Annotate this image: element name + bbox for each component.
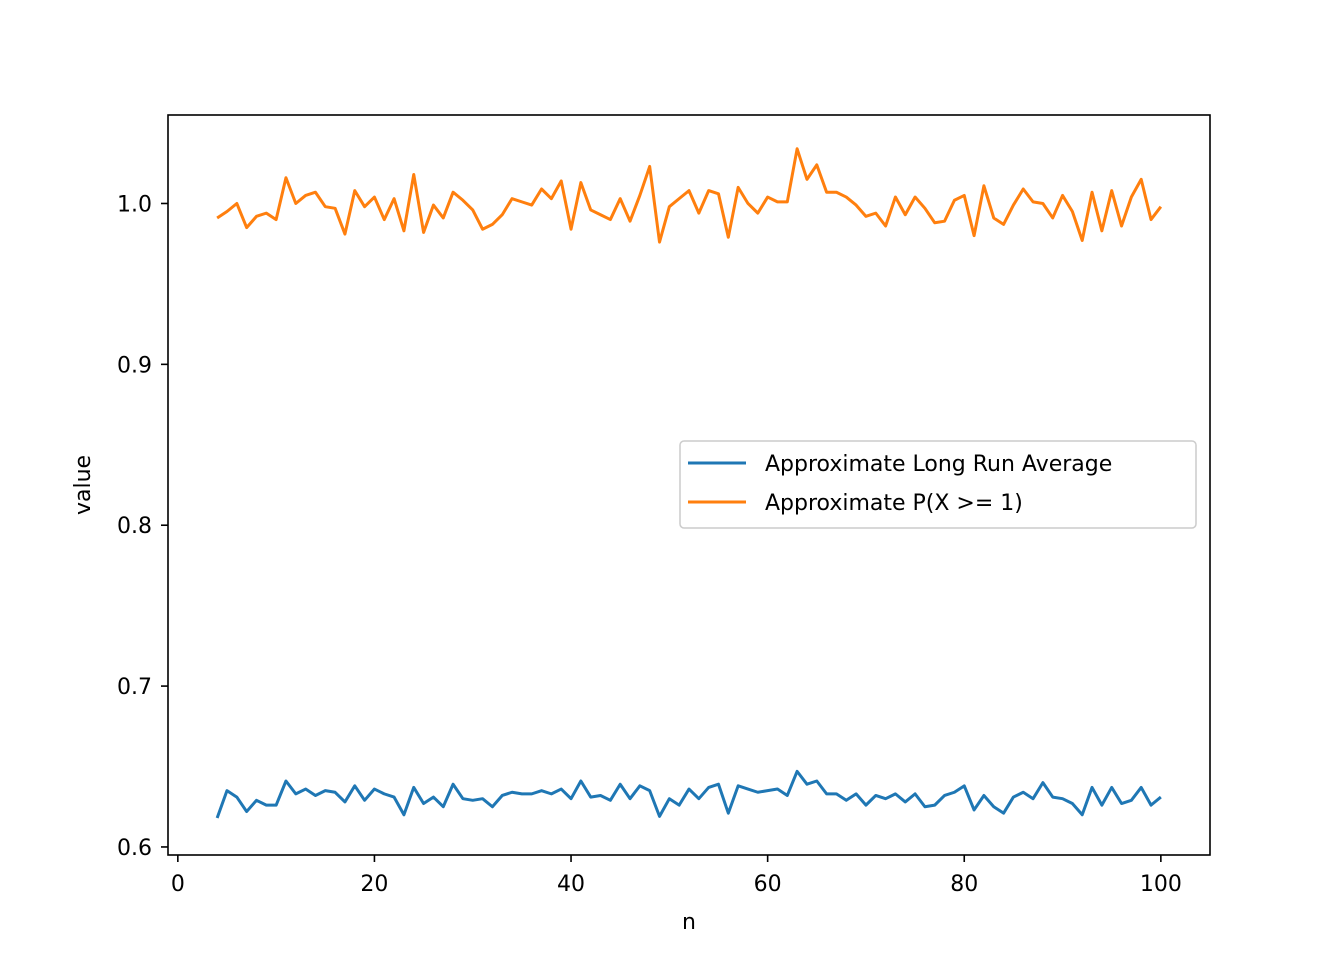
y-axis-ticks: 0.6 0.7 0.8 0.9 1.0	[117, 192, 168, 861]
x-tick-label: 0	[171, 872, 185, 897]
y-tick-label: 0.8	[117, 514, 152, 539]
legend-label-long-run-average: Approximate Long Run Average	[765, 452, 1112, 477]
x-tick-label: 40	[557, 872, 585, 897]
y-tick-label: 0.6	[117, 836, 152, 861]
x-axis-label: n	[682, 910, 696, 935]
y-tick-label: 1.0	[117, 192, 152, 217]
y-tick-label: 0.9	[117, 353, 152, 378]
series-line-1	[216, 147, 1163, 244]
x-tick-label: 20	[360, 872, 388, 897]
legend-label-probability: Approximate P(X >= 1)	[765, 491, 1023, 516]
plot-frame	[167, 114, 1211, 856]
x-tick-label: 100	[1140, 872, 1182, 897]
y-axis-label: value	[71, 455, 96, 515]
legend-box	[679, 440, 1197, 529]
x-tick-label: 60	[754, 872, 782, 897]
series-layer	[215, 147, 1163, 819]
legend: Approximate Long Run Average Approximate…	[679, 440, 1197, 529]
y-tick-label: 0.7	[117, 675, 152, 700]
series-line-0	[215, 769, 1162, 819]
x-tick-label: 80	[950, 872, 978, 897]
x-axis-ticks: 0 20 40 60 80 100	[171, 855, 1182, 897]
